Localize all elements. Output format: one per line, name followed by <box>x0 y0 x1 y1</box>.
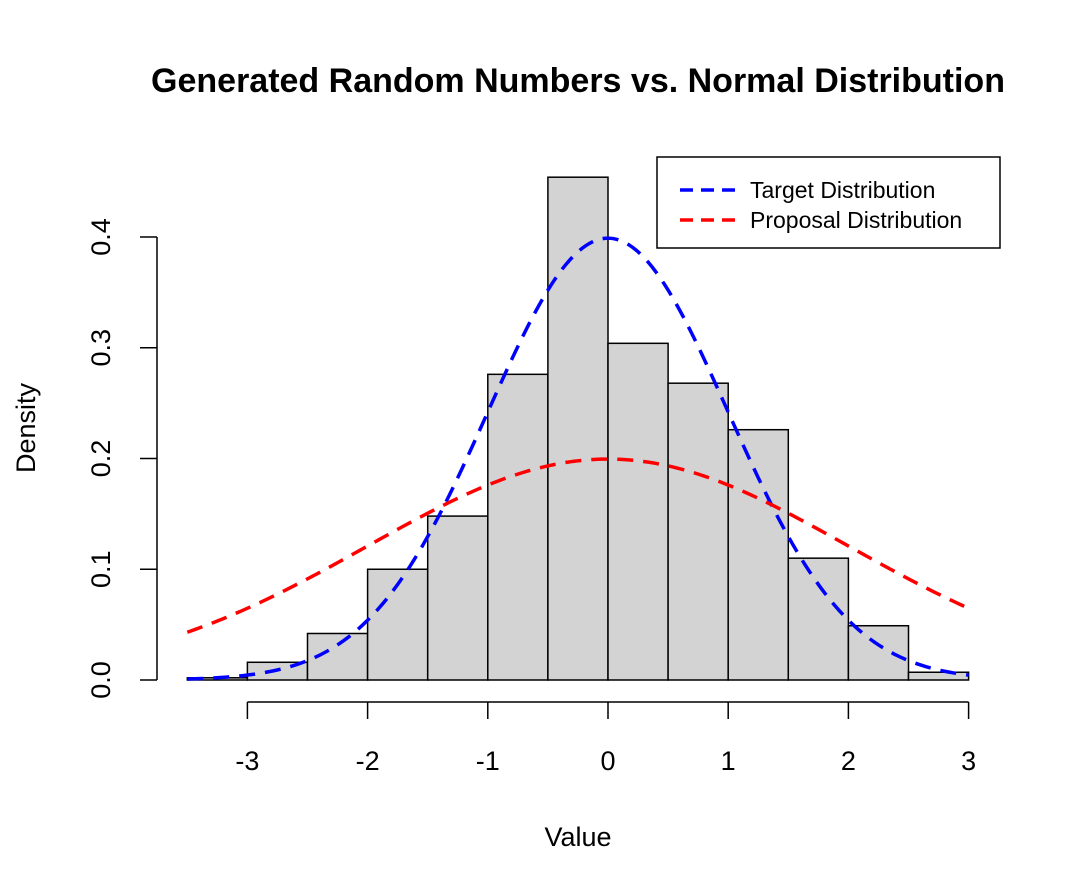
y-tick-label: 0.3 <box>86 329 116 367</box>
x-tick-label: -1 <box>476 746 500 776</box>
y-tick-label: 0.0 <box>86 661 116 699</box>
histogram-bar <box>607 342 669 681</box>
proposal-distribution-line <box>186 457 970 634</box>
histogram-bar <box>547 176 609 681</box>
target-distribution-line <box>187 236 969 681</box>
histogram-bar <box>907 671 970 681</box>
y-axis: 0.0 0.1 0.2 0.3 0.4 <box>86 218 158 699</box>
x-axis: -3 -2 -1 0 1 2 3 <box>235 701 976 776</box>
x-tick-label: -3 <box>235 746 259 776</box>
y-tick-label: 0.4 <box>86 218 116 256</box>
histogram-bar <box>847 624 910 681</box>
chart-title: Generated Random Numbers vs. Normal Dist… <box>151 62 1005 100</box>
histogram-bars <box>186 176 970 681</box>
histogram-bar <box>426 515 489 681</box>
x-axis-label: Value <box>544 822 611 852</box>
legend: Target Distribution Proposal Distributio… <box>656 156 1001 249</box>
x-tick-label: 0 <box>600 746 615 776</box>
legend-box <box>656 156 1001 249</box>
y-axis-label: Density <box>11 382 41 473</box>
x-tick-label: 2 <box>841 746 856 776</box>
x-tick-label: 1 <box>721 746 736 776</box>
legend-label-proposal: Proposal Distribution <box>750 207 962 233</box>
histogram-bar <box>487 373 549 681</box>
y-tick-label: 0.1 <box>86 550 116 588</box>
y-tick-label: 0.2 <box>86 440 116 478</box>
x-tick-label: 3 <box>961 746 976 776</box>
x-tick-label: -2 <box>356 746 380 776</box>
histogram-bar <box>667 382 729 681</box>
histogram-bar <box>787 557 850 681</box>
histogram-bar <box>727 428 790 681</box>
density-curves <box>186 236 970 681</box>
legend-label-target: Target Distribution <box>750 177 935 203</box>
